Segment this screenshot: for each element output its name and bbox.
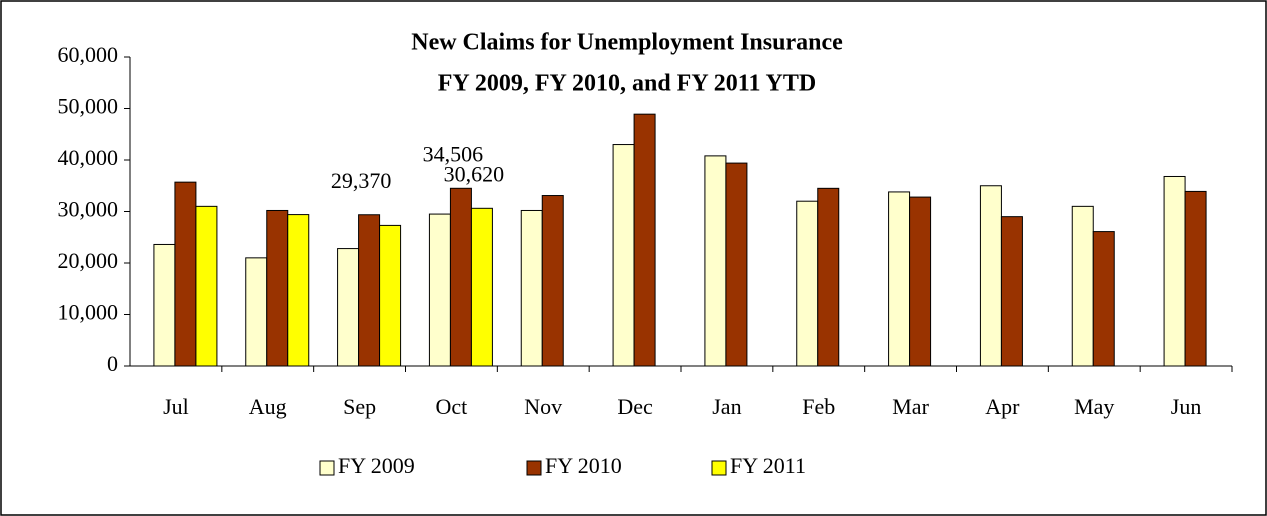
bar [174,181,197,367]
bar [1092,231,1115,367]
bar [337,248,360,367]
y-tick-label: 30,000 [58,197,119,222]
bar [428,213,451,367]
bar [287,214,310,367]
bar [449,187,472,367]
y-tick-label: 10,000 [58,300,119,325]
x-tick-label: Nov [524,394,562,419]
bar [153,243,176,367]
legend-label: FY 2010 [545,453,622,478]
y-tick-label: 60,000 [58,42,119,67]
x-tick-label: Apr [985,394,1020,419]
x-tick-label: Jul [163,394,189,419]
bar [266,209,289,367]
x-tick-label: Jan [712,394,741,419]
x-tick-label: Sep [343,394,376,419]
x-tick-label: Oct [436,394,468,419]
y-tick-label: 0 [107,351,118,376]
legend-swatch [711,460,727,476]
x-tick-label: May [1074,394,1114,419]
x-tick-label: Dec [617,394,653,419]
bar [979,185,1002,367]
bar [817,187,840,367]
bar [1163,175,1186,367]
x-tick-label: Feb [802,394,835,419]
bar [470,207,493,367]
bar [245,257,268,367]
x-tick-label: Mar [892,394,929,419]
x-tick-label: Aug [249,394,287,419]
bar [379,224,402,367]
bar [520,209,543,367]
y-tick-label: 20,000 [58,248,119,273]
data-label: 34,506 [423,141,484,166]
y-tick-label: 40,000 [58,145,119,170]
legend-swatch [526,460,542,476]
legend-swatch [319,460,335,476]
bar [888,191,911,367]
data-label: 30,620 [444,161,505,186]
bar [541,195,564,367]
bar [909,196,932,367]
bar [1184,190,1207,367]
bar [704,155,727,367]
bar [195,205,218,367]
y-tick-label: 50,000 [58,94,119,119]
chart-title: New Claims for Unemployment Insurance [411,30,843,56]
bar [1000,216,1023,367]
bar [358,214,381,367]
legend-label: FY 2009 [338,453,415,478]
chart-subtitle: FY 2009, FY 2010, and FY 2011 YTD [438,71,816,97]
legend-label: FY 2011 [730,453,806,478]
bar [1071,205,1094,367]
bar [725,162,748,367]
bar [633,113,656,367]
x-tick-label: Jun [1171,394,1202,419]
bar [796,200,819,367]
bar [612,144,635,367]
data-label: 29,370 [331,168,392,193]
